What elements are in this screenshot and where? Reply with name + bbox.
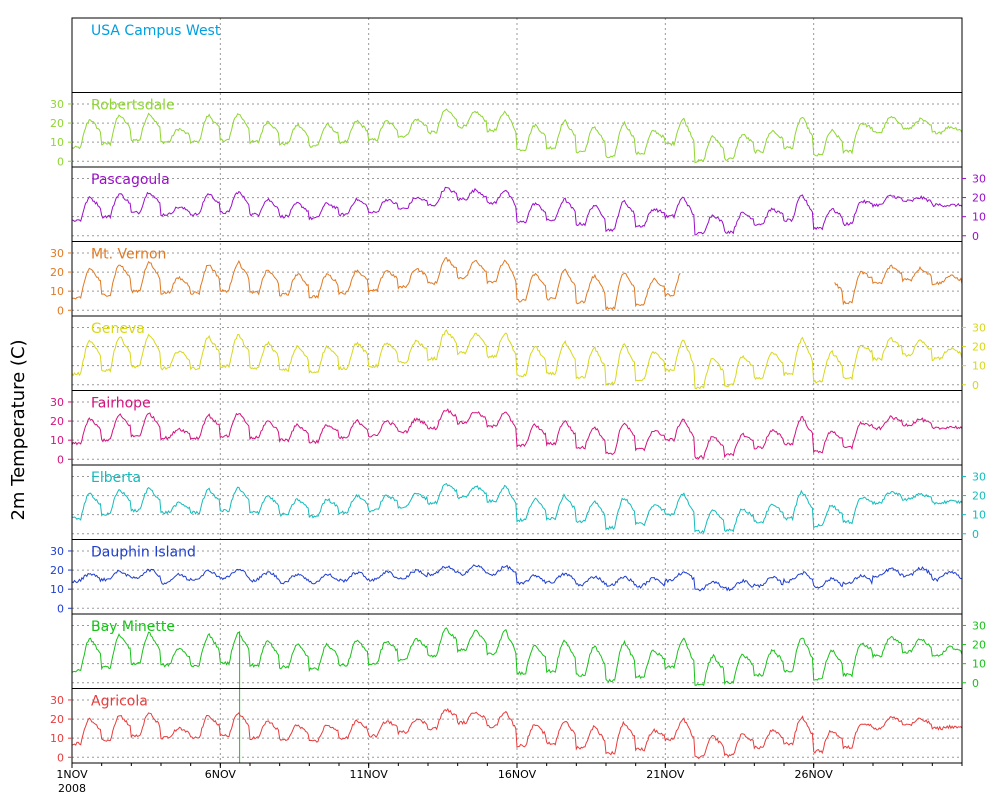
y-tick-label: 20 [50,713,64,726]
y-tick-label: 20 [972,490,986,503]
y-tick-label: 30 [50,396,64,409]
y-tick-label: 0 [972,379,979,392]
y-tick-label: 10 [50,285,64,298]
y-tick-label: 10 [50,732,64,745]
x-tick-label: 26NOV [795,768,834,781]
y-tick-label: 30 [972,321,986,334]
y-tick-label: 20 [50,117,64,130]
station-name: Fairhope [91,396,151,412]
station-name: Robertsdale [91,98,175,114]
y-tick-label: 10 [50,136,64,149]
station-name: USA Campus West [91,23,221,39]
series-line [834,264,963,306]
y-tick-label: 10 [50,434,64,447]
y-tick-label: 0 [57,751,64,764]
label-layer: USA Campus West Robertsdale Pascagoula Mt. … [91,23,221,710]
y-tick-label: 30 [50,247,64,260]
series-line [71,108,963,164]
series-line [72,256,681,311]
series-line [71,627,963,687]
series-line [71,707,963,760]
y-tick-label: 10 [972,658,986,671]
x-tick-label: 6NOV [205,768,237,781]
station-name: Mt. Vernon [91,247,166,263]
y-tick-label: 30 [50,98,64,111]
y-tick-label: 30 [972,172,986,185]
y-tick-label: 0 [57,155,64,168]
station-name: Agricola [91,694,148,710]
x-tick-label: 11NOV [350,768,389,781]
x-tick-sublabel: 2008 [58,782,86,795]
y-tick-label: 10 [972,360,986,373]
station-name: Elberta [91,470,141,486]
y-tick-label: 10 [972,211,986,224]
x-tick-label: 21NOV [646,768,685,781]
x-tick-label: 1NOV [56,768,88,781]
y-tick-label: 20 [50,564,64,577]
series-line [71,482,963,534]
y-tick-label: 10 [972,509,986,522]
series-line [71,408,963,460]
y-tick-label: 30 [50,694,64,707]
y-tick-label: 0 [972,230,979,243]
series-line [71,186,963,236]
y-tick-label: 20 [972,192,986,205]
data-layer [71,108,963,763]
y-tick-label: 0 [57,453,64,466]
y-tick-label: 20 [50,266,64,279]
y-tick-label: 20 [972,341,986,354]
y-tick-label: 30 [972,470,986,483]
y-tick-label: 0 [57,304,64,317]
y-tick-label: 0 [972,677,979,690]
y-tick-label: 30 [972,619,986,632]
y-axis-label: 2m Temperature (C) [8,339,29,520]
x-tick-label: 16NOV [498,768,537,781]
station-name: Bay Minette [91,619,175,635]
y-tick-label: 20 [50,415,64,428]
station-name: Dauphin Island [91,545,196,561]
y-tick-label: 20 [972,639,986,652]
y-tick-label: 0 [57,602,64,615]
series-line [71,329,963,390]
y-tick-label: 0 [972,528,979,541]
tick-layer: 0 10 20 30 0 10 20 30 0 10 20 30 0 10 20 30 0 10 20 30 0 10 20… [50,98,986,795]
y-tick-label: 10 [50,583,64,596]
series-line [71,564,963,592]
station-name: Pascagoula [91,172,170,188]
station-name: Geneva [91,321,145,337]
y-tick-label: 30 [50,545,64,558]
